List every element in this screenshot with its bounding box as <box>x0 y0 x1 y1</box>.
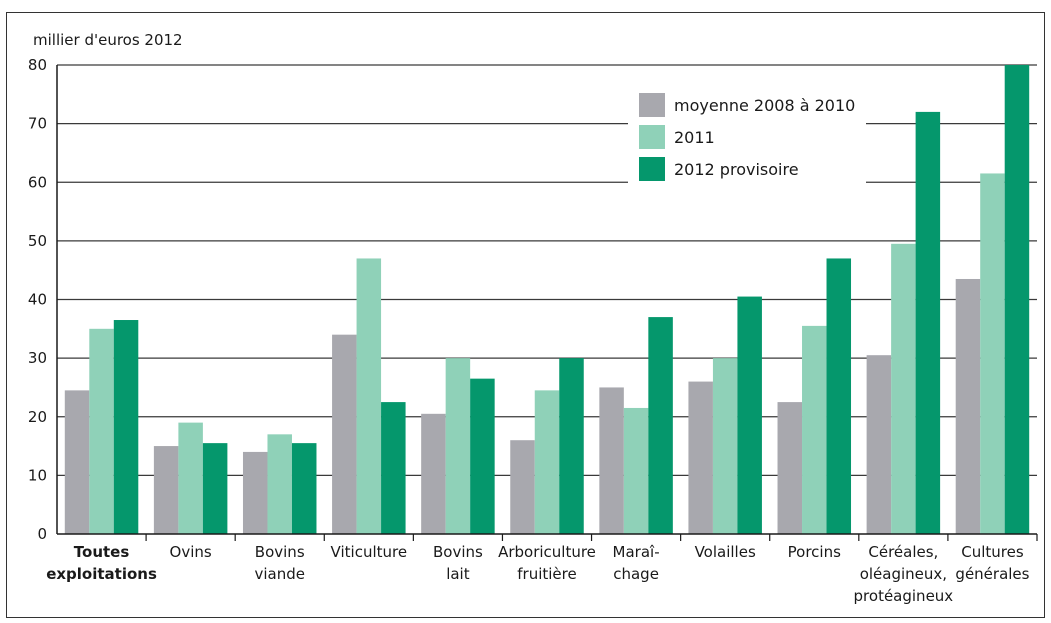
x-category-label: Bovins viande <box>254 543 305 583</box>
x-category-label-line: Cultures <box>961 543 1024 561</box>
bar-2011-10 <box>980 173 1005 535</box>
x-category-label-line: Porcins <box>788 543 841 561</box>
legend-swatch <box>639 93 665 117</box>
x-category-label: Céréales, oléagineux, protéagineux <box>854 543 954 605</box>
bar-moyenne-5 <box>510 440 535 534</box>
legend-swatch <box>639 125 665 149</box>
x-category-label: Arboriculture fruitière <box>498 543 596 583</box>
bar-2012-10 <box>1004 65 1030 534</box>
x-category-label-line: générales <box>955 565 1029 583</box>
x-category-labels: Toutes exploitations Ovins Bovins viande Viti… <box>46 534 1038 605</box>
legend: moyenne 2008 à 2010 2011 2012 provisoire <box>628 83 866 195</box>
x-category-label: Maraî-chage <box>613 543 660 583</box>
bar-moyenne-8 <box>777 402 803 534</box>
x-category-label-line: Arboriculture <box>498 543 596 561</box>
bar-2011-6 <box>623 407 649 534</box>
bar-moyenne-9 <box>866 355 892 534</box>
axes <box>56 65 1037 535</box>
x-category-label: Toutes exploitations <box>46 543 157 583</box>
bar-moyenne-1 <box>153 446 179 534</box>
x-category-label: Bovins lait <box>433 543 483 583</box>
y-tick-label: 50 <box>28 232 47 250</box>
x-category-label-line: Ovins <box>170 543 212 561</box>
y-unit-label: millier d'euros 2012 <box>33 31 183 49</box>
bar-2011-5 <box>534 390 560 534</box>
x-category-label: Volailles <box>695 543 756 561</box>
x-category-label-line: Bovins <box>255 543 305 561</box>
x-category-label-line: Bovins <box>433 543 483 561</box>
x-category-label-line: Maraî- <box>613 543 660 561</box>
y-tick-label: 20 <box>28 408 47 426</box>
bar-2012-3 <box>381 402 406 534</box>
bar-2011-0 <box>89 328 114 534</box>
legend-swatch <box>639 157 665 181</box>
y-tick-label: 30 <box>28 349 47 367</box>
y-tick-label: 10 <box>28 466 47 484</box>
bar-2012-2 <box>291 443 317 534</box>
bar-2012-1 <box>202 443 228 534</box>
x-category-label: Cultures générales <box>955 543 1029 583</box>
chart-frame: 0 10 20 30 40 50 60 70 80 Toutes exploitations Ovi… <box>6 12 1045 618</box>
x-category-label-line: oléagineux, <box>860 565 947 583</box>
y-tick-label: 70 <box>28 115 47 133</box>
x-category-label: Porcins <box>788 543 841 561</box>
bar-2012-4 <box>470 378 495 534</box>
bar-moyenne-3 <box>332 334 357 534</box>
legend-label: 2011 <box>674 128 715 147</box>
bar-2012-6 <box>648 317 673 534</box>
x-category-label-line: Céréales, <box>868 543 938 561</box>
bar-2011-2 <box>267 434 292 534</box>
x-category-label-line: fruitière <box>517 565 576 583</box>
bar-2012-5 <box>559 358 584 534</box>
x-category-label: Viticulture <box>331 543 408 561</box>
bars <box>64 65 1030 535</box>
bar-moyenne-10 <box>955 278 981 534</box>
bar-2011-4 <box>445 358 471 534</box>
legend-label: 2012 provisoire <box>674 160 799 179</box>
bar-2012-7 <box>737 296 762 534</box>
bar-moyenne-4 <box>421 413 446 534</box>
x-category-label-line: lait <box>446 565 470 583</box>
legend-label: moyenne 2008 à 2010 <box>674 96 855 115</box>
x-category-label: Ovins <box>170 543 212 561</box>
bar-moyenne-0 <box>64 390 90 534</box>
bar-2012-9 <box>915 111 941 535</box>
y-tick-label: 0 <box>37 525 47 543</box>
bar-2012-0 <box>113 320 139 534</box>
bar-2011-3 <box>356 258 382 534</box>
bar-moyenne-6 <box>599 387 624 534</box>
x-category-label-line: viande <box>254 565 305 583</box>
x-category-label-line: Toutes <box>74 543 130 561</box>
y-tick-label: 80 <box>28 56 47 74</box>
x-category-label-line: Viticulture <box>331 543 408 561</box>
bar-2011-9 <box>891 243 916 534</box>
x-category-label-line: protéagineux <box>854 587 954 605</box>
bar-chart: 0 10 20 30 40 50 60 70 80 Toutes exploitations Ovi… <box>28 31 1038 605</box>
bar-moyenne-7 <box>688 381 713 534</box>
x-category-label-line: chage <box>613 565 659 583</box>
bar-2012-8 <box>826 258 852 534</box>
x-category-label-line: Volailles <box>695 543 756 561</box>
bar-2011-8 <box>802 325 827 534</box>
bar-moyenne-2 <box>242 451 268 534</box>
gridlines <box>57 64 1037 476</box>
y-tick-labels: 0 10 20 30 40 50 60 70 80 <box>28 56 47 543</box>
y-tick-label: 60 <box>28 173 47 191</box>
bar-2011-7 <box>712 358 738 534</box>
bar-2011-1 <box>178 422 203 534</box>
y-tick-label: 40 <box>28 291 47 309</box>
legend-box <box>628 83 866 195</box>
x-category-label-line: exploitations <box>46 565 157 583</box>
